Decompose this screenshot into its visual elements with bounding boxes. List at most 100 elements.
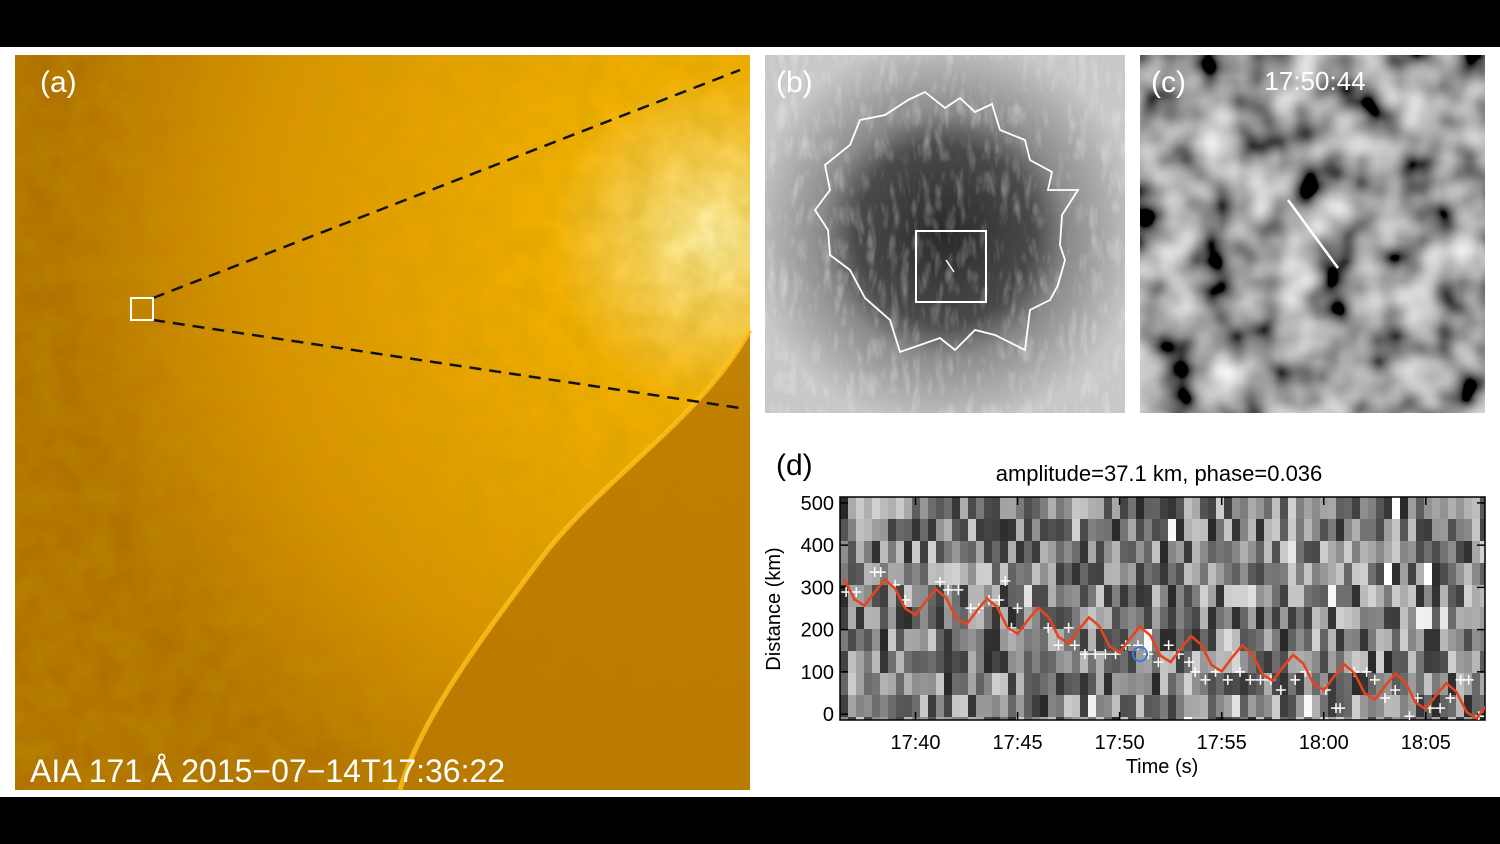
image-pixel <box>1208 563 1216 585</box>
image-pixel <box>1096 519 1104 541</box>
image-pixel <box>1320 585 1328 607</box>
image-pixel <box>1112 651 1120 673</box>
image-pixel <box>1088 497 1096 519</box>
image-pixel <box>1016 541 1024 563</box>
image-pixel <box>1360 519 1368 541</box>
image-pixel <box>1080 673 1088 695</box>
image-pixel <box>1024 629 1032 651</box>
image-pixel <box>1344 629 1352 651</box>
image-pixel <box>1064 563 1072 585</box>
image-pixel <box>1056 497 1064 519</box>
image-pixel <box>1080 651 1088 673</box>
image-pixel <box>1424 717 1432 720</box>
image-pixel <box>1320 541 1328 563</box>
image-pixel <box>1352 651 1360 673</box>
image-pixel <box>960 585 968 607</box>
image-pixel <box>1008 607 1016 629</box>
image-pixel <box>888 497 896 519</box>
image-pixel <box>856 519 864 541</box>
image-pixel <box>920 607 928 629</box>
image-pixel <box>1328 717 1336 720</box>
image-pixel <box>1464 607 1472 629</box>
image-pixel <box>1040 519 1048 541</box>
image-pixel <box>1184 695 1192 717</box>
image-pixel <box>1008 629 1016 651</box>
image-pixel <box>1376 607 1384 629</box>
image-pixel <box>1472 497 1480 519</box>
y-tick-label: 200 <box>801 620 834 642</box>
image-pixel <box>1040 717 1048 720</box>
image-pixel <box>1280 651 1288 673</box>
image-pixel <box>1072 651 1080 673</box>
image-pixel <box>1000 563 1008 585</box>
image-pixel <box>1160 497 1168 519</box>
image-pixel <box>944 519 952 541</box>
image-pixel <box>1360 607 1368 629</box>
image-pixel <box>1208 541 1216 563</box>
image-pixel <box>1096 651 1104 673</box>
image-pixel <box>1016 607 1024 629</box>
image-pixel <box>840 673 848 695</box>
image-pixel <box>1144 651 1152 673</box>
image-pixel <box>968 497 976 519</box>
image-pixel <box>1264 563 1272 585</box>
image-pixel <box>888 563 896 585</box>
image-pixel <box>1176 541 1184 563</box>
image-pixel <box>968 651 976 673</box>
image-pixel <box>1288 717 1296 720</box>
image-pixel <box>1120 629 1128 651</box>
image-pixel <box>1152 695 1160 717</box>
image-pixel <box>872 519 880 541</box>
image-pixel <box>1448 497 1456 519</box>
image-pixel <box>1080 717 1088 720</box>
image-pixel <box>1152 629 1160 651</box>
image-pixel <box>1136 695 1144 717</box>
image-pixel <box>1472 695 1480 717</box>
image-pixel <box>1032 519 1040 541</box>
image-pixel <box>1264 541 1272 563</box>
image-pixel <box>1384 585 1392 607</box>
image-pixel <box>920 673 928 695</box>
image-pixel <box>1248 673 1256 695</box>
image-pixel <box>904 651 912 673</box>
image-pixel <box>1272 497 1280 519</box>
image-pixel <box>1112 519 1120 541</box>
image-pixel <box>1280 695 1288 717</box>
image-pixel <box>1120 717 1128 720</box>
data-point <box>1133 640 1144 651</box>
x-tick-label: 17:50 <box>1095 732 1145 754</box>
image-pixel <box>848 673 856 695</box>
image-pixel <box>928 585 936 607</box>
image-pixel <box>984 695 992 717</box>
image-pixel <box>1368 563 1376 585</box>
data-point <box>1235 666 1246 677</box>
image-pixel <box>1376 717 1384 720</box>
image-pixel <box>1280 607 1288 629</box>
image-pixel <box>1304 673 1312 695</box>
image-pixel <box>1232 607 1240 629</box>
image-pixel <box>1096 541 1104 563</box>
image-pixel <box>1480 585 1485 607</box>
image-pixel <box>864 629 872 651</box>
image-pixel <box>1232 563 1240 585</box>
image-pixel <box>960 673 968 695</box>
data-point <box>1390 685 1401 696</box>
image-pixel <box>1088 585 1096 607</box>
image-pixel <box>1360 651 1368 673</box>
image-pixel <box>1040 607 1048 629</box>
image-pixel <box>944 651 952 673</box>
image-pixel <box>872 695 880 717</box>
image-pixel <box>1296 585 1304 607</box>
image-pixel <box>992 563 1000 585</box>
image-pixel <box>896 651 904 673</box>
image-pixel <box>1360 673 1368 695</box>
image-pixel <box>1232 497 1240 519</box>
image-pixel <box>1448 541 1456 563</box>
image-pixel <box>1320 651 1328 673</box>
image-pixel <box>1336 541 1344 563</box>
image-pixel <box>1448 717 1456 720</box>
image-pixel <box>1464 541 1472 563</box>
image-pixel <box>840 695 848 717</box>
image-pixel <box>912 497 920 519</box>
image-pixel <box>896 673 904 695</box>
